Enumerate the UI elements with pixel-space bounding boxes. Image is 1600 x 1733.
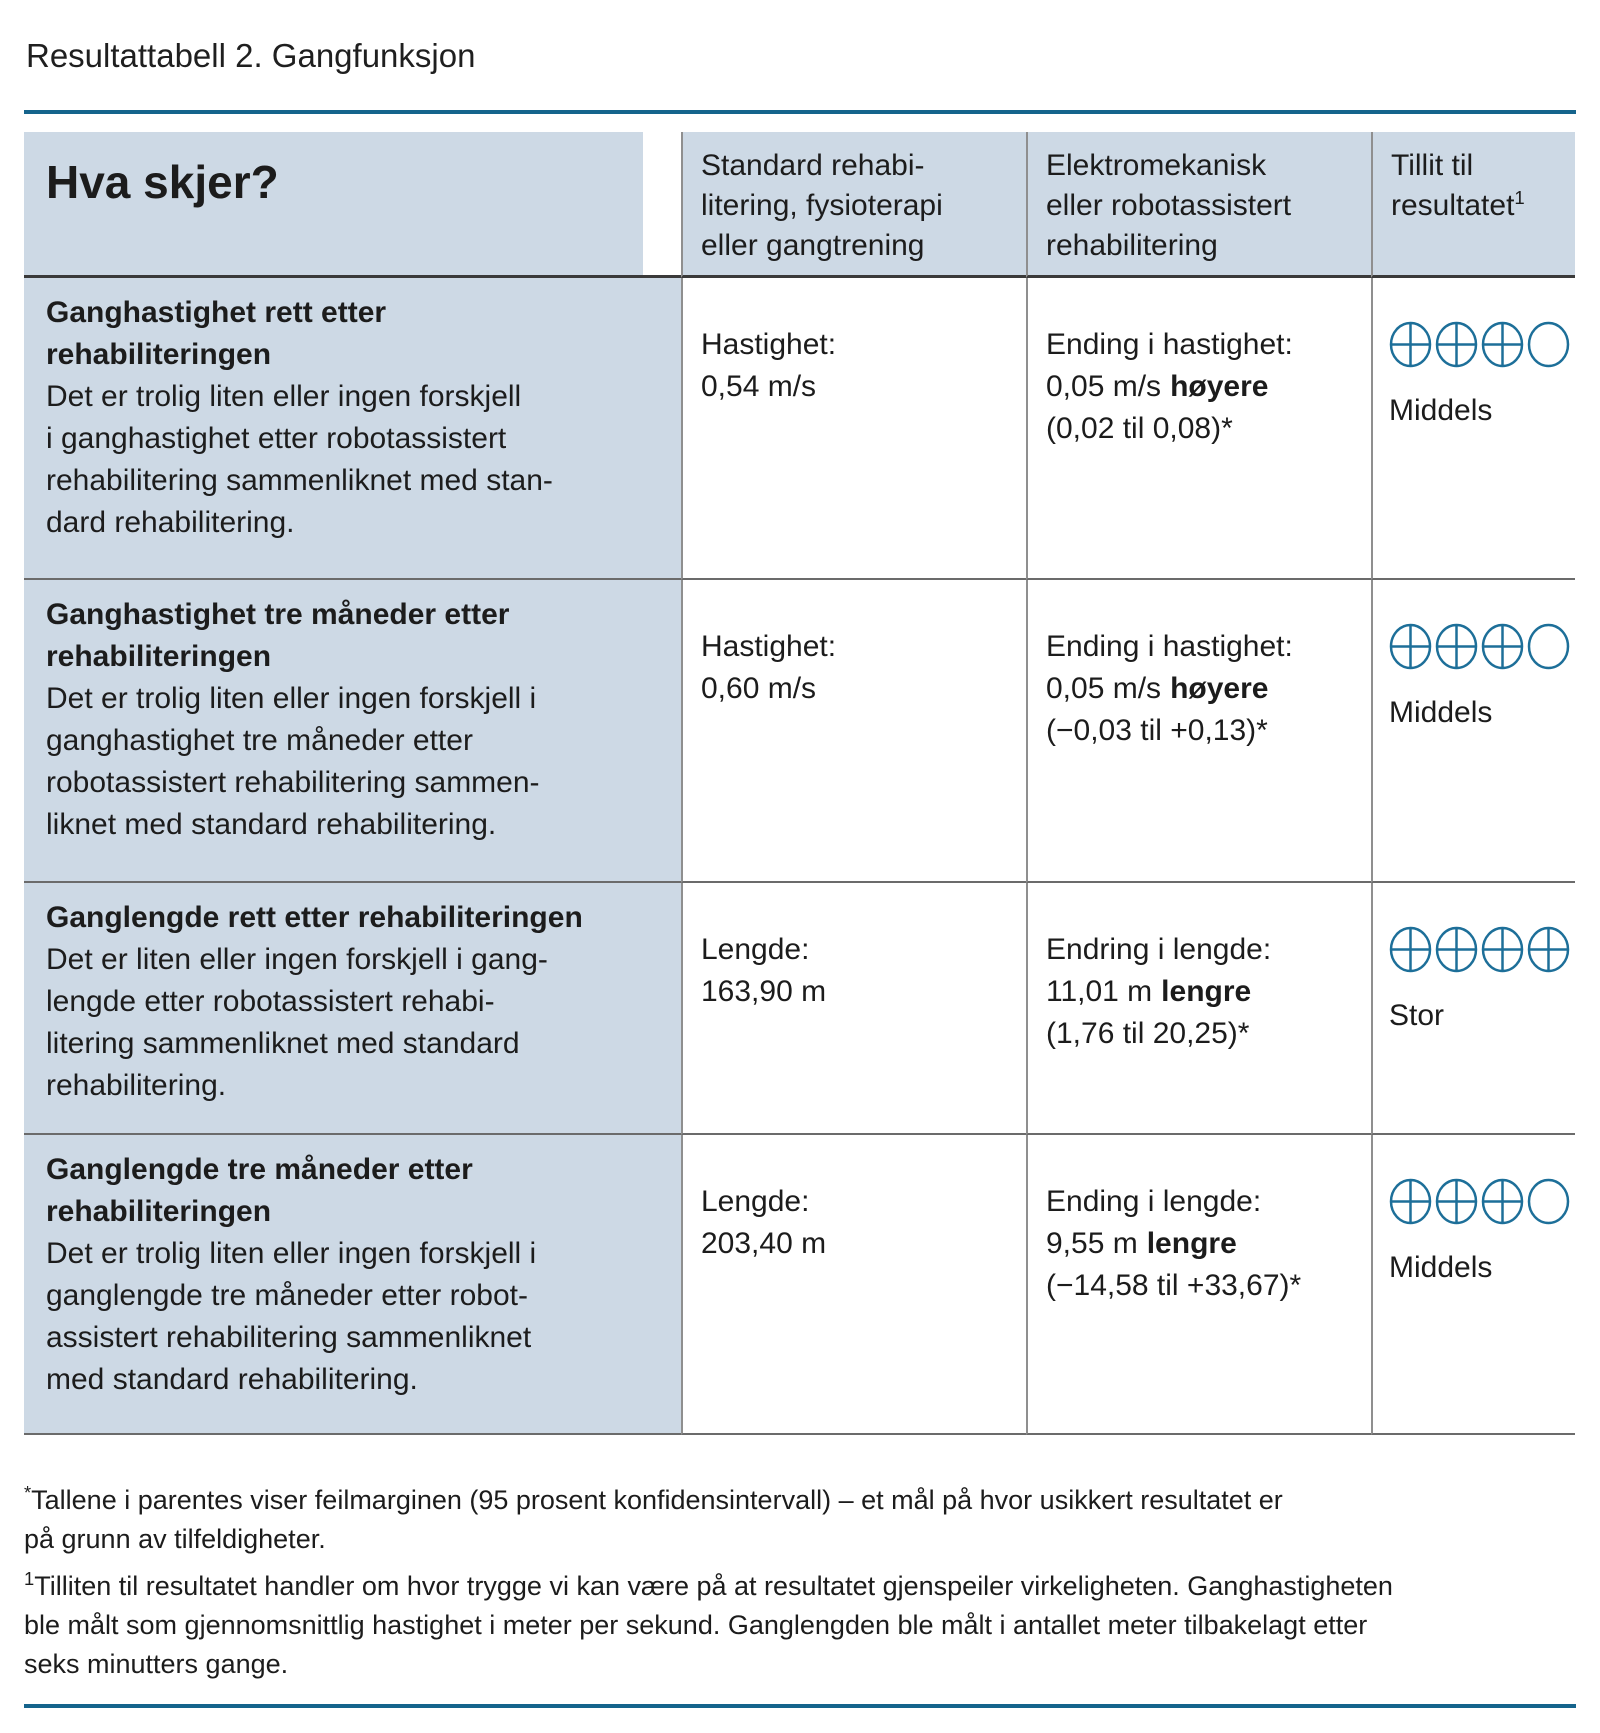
confidence-label: Stor (1389, 999, 1445, 1032)
outcome-title: Ganghastighet rett etter rehabiliteringe… (46, 296, 387, 371)
footnotes: *Tallene i parentes viser feilmarginen (… (24, 1481, 1576, 1684)
effect-cell: Ending i hastighet: 0,05 m/s høyere (−0,0… (1026, 580, 1371, 883)
standard-label: Lengde: (701, 933, 810, 966)
effect-amount-line: 9,55 m lengre (1046, 1223, 1357, 1265)
outcome-title: Ganglengde tre måneder etter rehabiliter… (46, 1153, 473, 1228)
effect-amount: 0,05 m/s (1046, 672, 1162, 705)
confidence-icons (1389, 925, 1570, 973)
results-table: Hva skjer? Standard rehabi- litering, fy… (24, 132, 1575, 1435)
effect-cell: Ending i lengde: 9,55 m lengre (−14,58 ti… (1026, 1135, 1371, 1435)
effect-amount: 11,01 m (1046, 975, 1153, 1008)
grade-empty-circle-icon (1527, 623, 1570, 669)
confidence-icons (1389, 1177, 1570, 1225)
page-title: Resultattabell 2. Gangfunksjon (26, 37, 476, 74)
footnote-marker: 1 (24, 1568, 35, 1589)
outcome-text: Det er trolig liten eller ingen forskjel… (46, 380, 553, 539)
grade-plus-circle-icon (1389, 623, 1432, 669)
footnote-text: Tilliten til resultatet handler om hvor … (24, 1571, 1393, 1679)
standard-value-cell: Lengde: 163,90 m (681, 883, 1026, 1135)
confidence-label: Middels (1389, 394, 1493, 427)
effect-amount-line: 0,05 m/s høyere (1046, 668, 1357, 710)
effect-amount: 9,55 m (1046, 1227, 1138, 1260)
outcome-text: Det er trolig liten eller ingen forskjel… (46, 1237, 537, 1396)
standard-value: 163,90 m (701, 975, 827, 1008)
outcome-text: Det er trolig liten eller ingen forskjel… (46, 682, 540, 841)
standard-label: Hastighet: (701, 630, 837, 663)
grade-plus-circle-icon (1435, 926, 1478, 972)
effect-label: Ending i hastighet: (1046, 328, 1293, 361)
effect-cell: Endring i lengde: 11,01 m lengre (1,76 ti… (1026, 883, 1371, 1135)
grade-plus-circle-icon (1481, 1178, 1524, 1224)
footnote-text: Tallene i parentes viser feilmarginen (9… (24, 1485, 1283, 1554)
effect-label: Endring i lengde: (1046, 933, 1272, 966)
effect-amount-line: 11,01 m lengre (1046, 971, 1357, 1013)
confidence-icons (1389, 320, 1570, 368)
grade-plus-circle-icon (1481, 926, 1524, 972)
standard-label: Hastighet: (701, 328, 837, 361)
grade-plus-circle-icon (1389, 1178, 1432, 1224)
standard-value: 203,40 m (701, 1227, 827, 1260)
bottom-divider (24, 1704, 1576, 1708)
standard-value: 0,60 m/s (701, 672, 817, 705)
grade-plus-circle-icon (1435, 321, 1478, 367)
grade-plus-circle-icon (1481, 321, 1524, 367)
header-standard-rehab: Standard rehabi- litering, fysioterapi e… (681, 132, 1026, 278)
effect-interval: (−0,03 til +0,13)* (1046, 714, 1268, 747)
effect-amount: 0,05 m/s (1046, 370, 1162, 403)
effect-interval: (1,76 til 20,25)* (1046, 1017, 1250, 1050)
grade-empty-circle-icon (1527, 321, 1570, 367)
header-gutter (643, 132, 681, 278)
grade-plus-circle-icon (1389, 321, 1432, 367)
outcome-text: Det er liten eller ingen forskjell i gan… (46, 943, 548, 1102)
confidence-cell: Middels (1371, 580, 1575, 883)
effect-direction: høyere (1170, 370, 1269, 403)
outcome-cell: Ganglengde rett etter rehabiliteringen D… (24, 883, 681, 1135)
standard-value: 0,54 m/s (701, 370, 817, 403)
confidence-label: Middels (1389, 1251, 1493, 1284)
confidence-cell: Middels (1371, 278, 1575, 580)
effect-label: Ending i lengde: (1046, 1185, 1262, 1218)
standard-value-cell: Hastighet: 0,54 m/s (681, 278, 1026, 580)
effect-label: Ending i hastighet: (1046, 630, 1293, 663)
grade-plus-circle-icon (1527, 926, 1570, 972)
grade-plus-circle-icon (1481, 623, 1524, 669)
header-confidence: Tillit til resultatet1 (1371, 132, 1575, 278)
grade-plus-circle-icon (1389, 926, 1432, 972)
standard-value-cell: Hastighet: 0,60 m/s (681, 580, 1026, 883)
outcome-title: Ganghastighet tre måneder etter rehabili… (46, 598, 510, 673)
effect-amount-line: 0,05 m/s høyere (1046, 366, 1357, 408)
grade-plus-circle-icon (1435, 623, 1478, 669)
confidence-cell: Stor (1371, 883, 1575, 1135)
outcome-cell: Ganglengde tre måneder etter rehabiliter… (24, 1135, 681, 1435)
effect-direction: høyere (1170, 672, 1269, 705)
effect-direction: lengre (1161, 975, 1252, 1008)
grade-plus-circle-icon (1435, 1178, 1478, 1224)
confidence-label: Middels (1389, 696, 1493, 729)
outcome-cell: Ganghastighet tre måneder etter rehabili… (24, 580, 681, 883)
header-robot-rehab: Elektromekanisk eller robotassistert reh… (1026, 132, 1371, 278)
effect-cell: Ending i hastighet: 0,05 m/s høyere (0,02… (1026, 278, 1371, 580)
outcome-title: Ganglengde rett etter rehabiliteringen (46, 901, 583, 934)
footnote-marker: * (24, 1482, 32, 1503)
header-confidence-footnote-marker: 1 (1514, 187, 1525, 208)
header-confidence-label: Tillit til resultatet (1391, 149, 1515, 222)
confidence-cell: Middels (1371, 1135, 1575, 1435)
footnote-1: 1Tilliten til resultatet handler om hvor… (24, 1567, 1576, 1684)
footnote-asterisk: *Tallene i parentes viser feilmarginen (… (24, 1481, 1576, 1559)
top-divider (24, 110, 1576, 114)
page: Resultattabell 2. Gangfunksjon Hva skjer… (0, 34, 1600, 1708)
effect-interval: (0,02 til 0,08)* (1046, 412, 1233, 445)
confidence-icons (1389, 622, 1570, 670)
standard-value-cell: Lengde: 203,40 m (681, 1135, 1026, 1435)
outcome-cell: Ganghastighet rett etter rehabiliteringe… (24, 278, 681, 580)
effect-direction: lengre (1146, 1227, 1237, 1260)
standard-label: Lengde: (701, 1185, 810, 1218)
effect-interval: (−14,58 til +33,67)* (1046, 1269, 1302, 1302)
grade-empty-circle-icon (1527, 1178, 1570, 1224)
header-what-happens: Hva skjer? (24, 132, 643, 278)
